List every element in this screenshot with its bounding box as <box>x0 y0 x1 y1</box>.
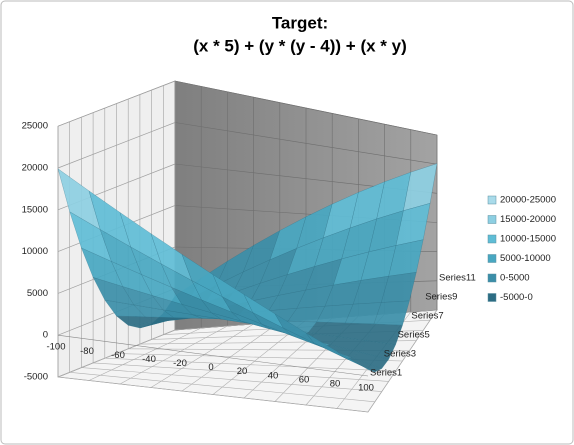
series-label: Series7 <box>411 310 443 321</box>
grid-line <box>69 372 375 403</box>
z-tick-label: 0 <box>43 330 48 341</box>
legend-swatch <box>487 293 497 302</box>
z-tick-label: 10000 <box>22 246 48 257</box>
legend-swatch <box>487 234 497 244</box>
chart-title: Target: <box>272 13 328 32</box>
x-tick-label: 40 <box>268 370 279 381</box>
legend-label: 10000-15000 <box>500 234 556 245</box>
grid-line <box>93 362 389 382</box>
surface-cell <box>336 351 375 373</box>
grid-line <box>104 357 396 372</box>
category-axis <box>57 334 369 377</box>
legend-label: 20000-25000 <box>500 195 556 206</box>
x-tick-label: -60 <box>111 350 125 361</box>
x-tick-label: -40 <box>142 354 156 365</box>
legend-label: 15000-20000 <box>500 214 556 225</box>
legend-swatch <box>487 273 497 283</box>
z-tick-label: 20000 <box>22 163 48 174</box>
series-label: Series9 <box>425 291 457 302</box>
x-tick-label: 20 <box>237 366 248 377</box>
series-label: Series11 <box>439 272 476 283</box>
legend-swatch <box>487 254 497 263</box>
grid-line <box>57 376 369 413</box>
x-tick-label: 80 <box>330 378 341 389</box>
legend-label: 0-5000 <box>500 273 530 284</box>
x-tick-label: -100 <box>46 342 65 353</box>
legend-label: 5000-10000 <box>500 253 551 264</box>
x-tick-label: -80 <box>80 346 94 357</box>
grid-line <box>81 367 382 392</box>
x-tick-label: 60 <box>299 374 310 385</box>
z-tick-label: 5000 <box>27 288 48 299</box>
chart-title: (x * 5) + (y * (y - 4)) + (x * y) <box>193 36 407 55</box>
legend-swatch <box>487 195 497 205</box>
x-tick-label: 100 <box>358 383 374 394</box>
legend-swatch <box>487 215 497 224</box>
legend-label: -5000-0 <box>500 292 533 303</box>
series-label: Series3 <box>384 348 416 359</box>
series-label: Series5 <box>398 329 430 340</box>
x-tick-label: 0 <box>208 362 213 373</box>
z-tick-label: -5000 <box>24 372 48 383</box>
x-tick-label: -20 <box>173 358 187 369</box>
series-label: Series1 <box>370 368 402 379</box>
z-tick-label: 15000 <box>22 204 48 215</box>
z-tick-label: 25000 <box>22 121 48 132</box>
